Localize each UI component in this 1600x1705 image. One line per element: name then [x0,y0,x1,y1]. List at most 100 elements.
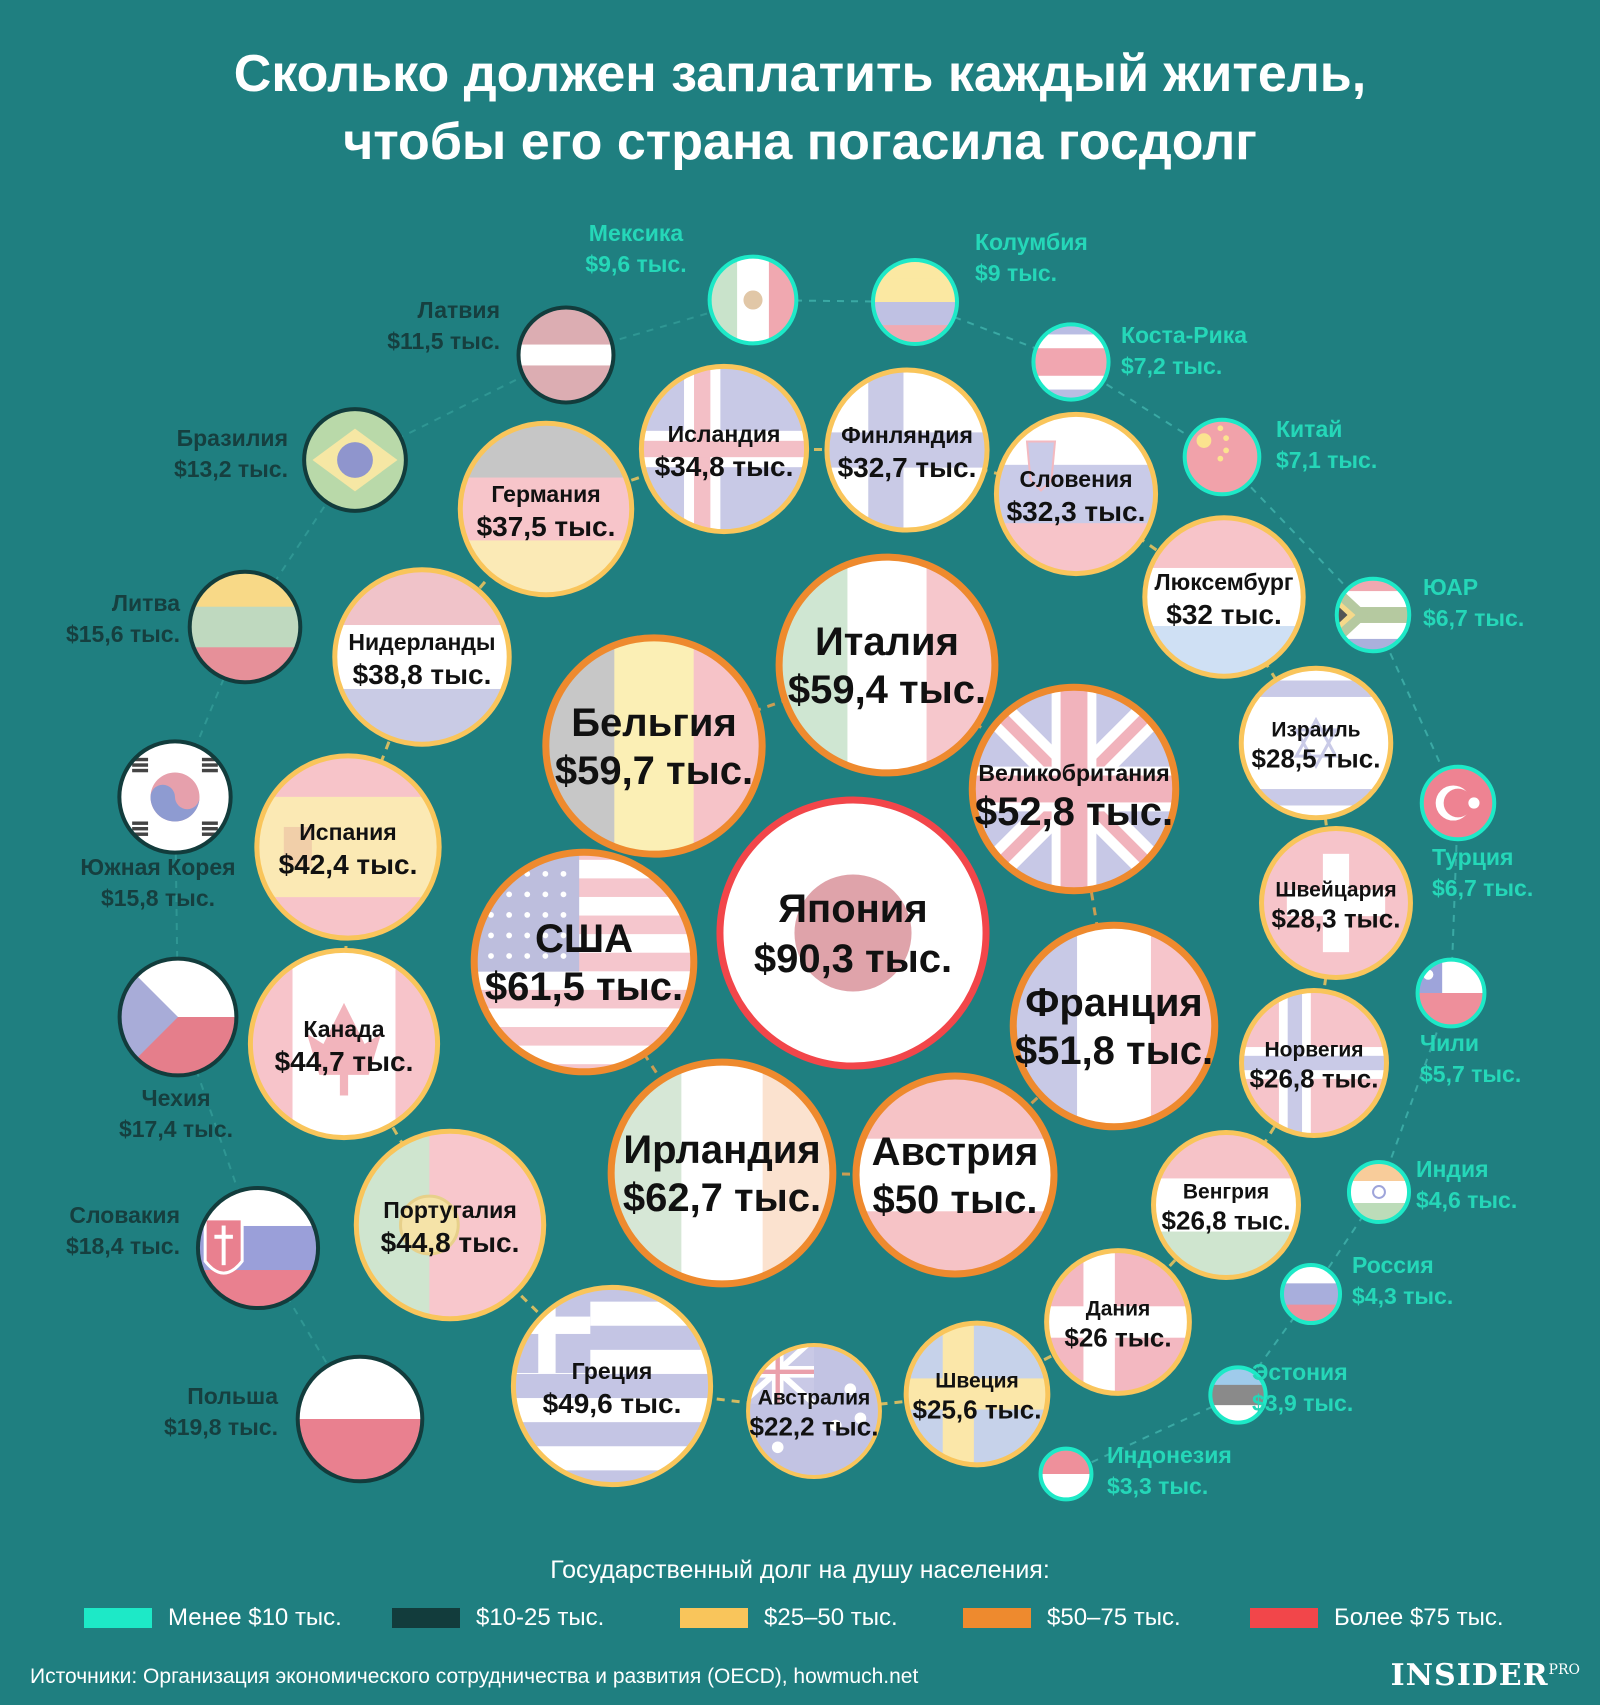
bubble-ирландия [607,1058,837,1288]
value-label-коста-рика: $7,2 тыс. [1121,353,1222,379]
brand-name: INSIDER [1390,1658,1549,1693]
country-label-словения: Словения [1019,466,1132,492]
bubble-бельгия [542,634,766,858]
bubble-border-германия [457,420,635,598]
bubble-border-италия [775,553,999,777]
country-label-исландия: Исландия [668,421,781,447]
country-label-венгрия: Венгрия [1183,1181,1269,1204]
brand-logo: INSIDERPRO [1391,1658,1580,1693]
bubble-border-швеция [903,1320,1051,1468]
bubble-border-мексика [707,254,799,346]
country-label-греция: Греция [572,1358,653,1384]
bubble-колумбия [871,258,959,346]
bubble-border-сша [470,848,698,1076]
bubble-япония [716,796,990,1070]
country-label-дания: Дания [1086,1298,1151,1321]
country-label-великобритания: Великобритания [978,760,1169,786]
country-label-коста-рика: Коста-Рика [1121,322,1247,348]
bubble-border-словения [993,411,1159,577]
connector-line-middle [1116,1203,1228,1324]
flag-southafrica-icon [1336,578,1410,652]
value-label-испания: $42,4 тыс. [279,849,418,880]
bubble-эстония [1208,1365,1268,1425]
flag-latvia-icon [518,307,614,403]
bubble-исландия [638,363,810,535]
bubble-border-норвегия [1239,988,1389,1138]
flag-austria-icon [856,1076,1054,1274]
value-label-чили: $5,7 тыс. [1420,1061,1521,1087]
bubble-border-индонезия [1038,1446,1094,1502]
flag-spain-icon [256,755,440,939]
bubble-словакия [195,1185,321,1311]
country-label-бельгия: Бельгия [571,701,737,745]
value-label-россия: $4,3 тыс. [1352,1283,1453,1309]
value-label-люксембург: $32 тыс. [1166,599,1281,630]
bubble-австрия [852,1072,1058,1278]
bubble-польша [295,1354,425,1484]
value-label-израиль: $28,5 тыс. [1252,744,1381,774]
bubble-чехия [117,956,239,1078]
flag-lithuania-icon [189,571,301,683]
bubble-border-коста-рика [1031,322,1111,402]
bubble-израиль [1238,665,1394,821]
value-label-португалия: $44,8 тыс. [381,1227,520,1258]
value-label-швейцария: $28,3 тыс. [1272,904,1401,934]
flag-japan-icon [719,799,987,1067]
country-label-юар: ЮАР [1423,574,1478,600]
bubble-border-великобритания [968,683,1180,895]
flag-norway-icon [1241,990,1387,1136]
bubble-италия [775,553,999,777]
value-label-турция: $6,7 тыс. [1432,875,1533,901]
bubble-border-япония [716,796,990,1070]
bubble-border-португалия [353,1128,547,1322]
bubble-юар [1334,576,1412,654]
bubble-border-бельгия [542,634,766,858]
value-label-индия: $4,6 тыс. [1416,1187,1517,1213]
connector-line-middle [1312,902,1338,1064]
connector-line-outer [1065,1394,1239,1475]
value-label-франция: $51,8 тыс. [1015,1029,1213,1073]
source-note: Источники: Организация экономического со… [30,1665,919,1688]
flag-turkey-icon [1421,766,1495,840]
value-label-дания: $26 тыс. [1064,1323,1171,1353]
bubble-border-нидерланды [332,567,512,747]
country-label-австралия: Австралия [758,1387,871,1410]
bubble-border-люксембург [1142,515,1306,679]
legend-label-over-75: Более $75 тыс. [1334,1604,1504,1631]
flag-germany-icon [460,423,632,595]
country-label-чехия: Чехия [142,1085,211,1111]
value-label-венгрия: $26,8 тыс. [1162,1206,1291,1236]
country-label-литва: Литва [112,590,180,616]
bubble-border-чили [1415,957,1487,1029]
country-label-турция: Турция [1432,844,1513,870]
country-label-италия: Италия [815,620,959,664]
flag-netherlands-icon [334,569,510,745]
value-label-китай: $7,1 тыс. [1276,447,1377,473]
country-label-швеция: Швеция [935,1370,1019,1393]
value-label-мексика: $9,6 тыс. [585,251,686,277]
value-label-бельгия: $59,7 тыс. [555,749,753,793]
flag-iceland-icon [641,366,807,532]
country-label-япония: Япония [778,887,927,931]
value-label-литва: $15,6 тыс. [66,621,180,647]
flag-france-icon [1013,925,1215,1127]
bubble-дания [1044,1248,1192,1396]
flag-russia-icon [1281,1264,1341,1324]
connector-line-inner [653,663,888,748]
value-label-словения: $32,3 тыс. [1007,496,1146,527]
country-label-испания: Испания [299,819,396,845]
bubble-россия [1279,1262,1343,1326]
country-label-россия: Россия [1352,1252,1434,1278]
value-label-норвегия: $26,8 тыс. [1250,1064,1379,1094]
bubble-border-латвия [516,305,616,405]
connector-line-middle [976,1320,1119,1396]
legend-label-50-75: $50–75 тыс. [1047,1604,1181,1631]
bubble-border-южная-корея [117,739,233,855]
legend-title: Государственный долг на душу населения: [550,1556,1050,1584]
value-label-ирландия: $62,7 тыс. [623,1176,821,1220]
legend-label-10-25: $10-25 тыс. [476,1604,605,1631]
bubble-великобритания [968,683,1180,895]
flag-israel-icon [1241,668,1391,818]
bubble-border-литва [187,569,303,685]
flag-italy-icon [779,557,995,773]
